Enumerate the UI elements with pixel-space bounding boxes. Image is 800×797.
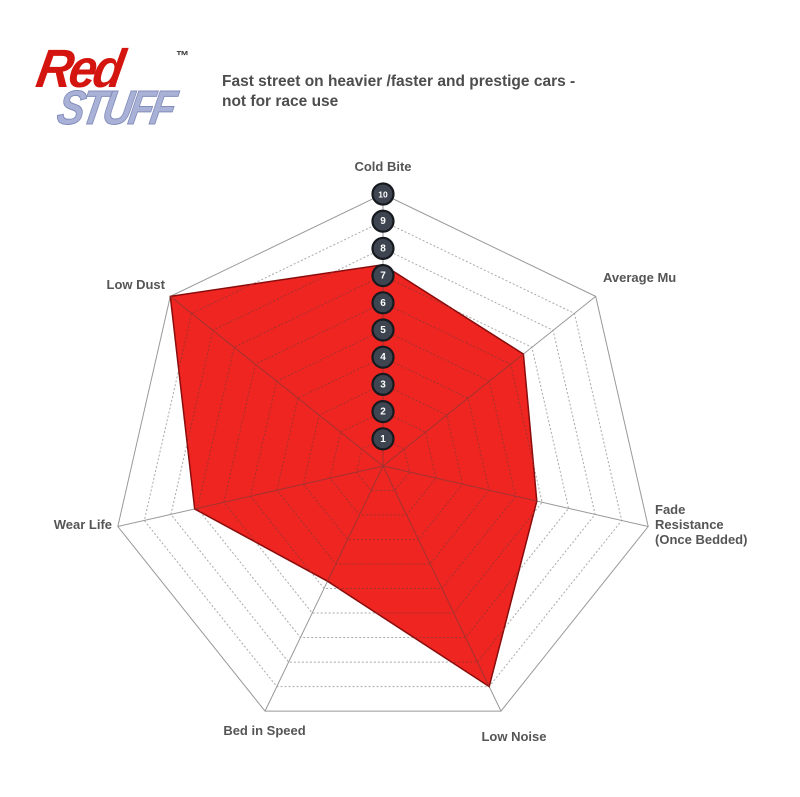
svg-text:2: 2 xyxy=(380,407,386,418)
svg-text:10: 10 xyxy=(378,190,388,200)
svg-text:6: 6 xyxy=(380,298,386,309)
svg-text:4: 4 xyxy=(380,352,386,363)
svg-text:3: 3 xyxy=(380,379,386,390)
svg-text:9: 9 xyxy=(380,216,386,227)
svg-text:5: 5 xyxy=(380,325,386,336)
svg-text:7: 7 xyxy=(380,271,386,282)
svg-text:1: 1 xyxy=(380,434,386,445)
svg-text:8: 8 xyxy=(380,243,386,254)
